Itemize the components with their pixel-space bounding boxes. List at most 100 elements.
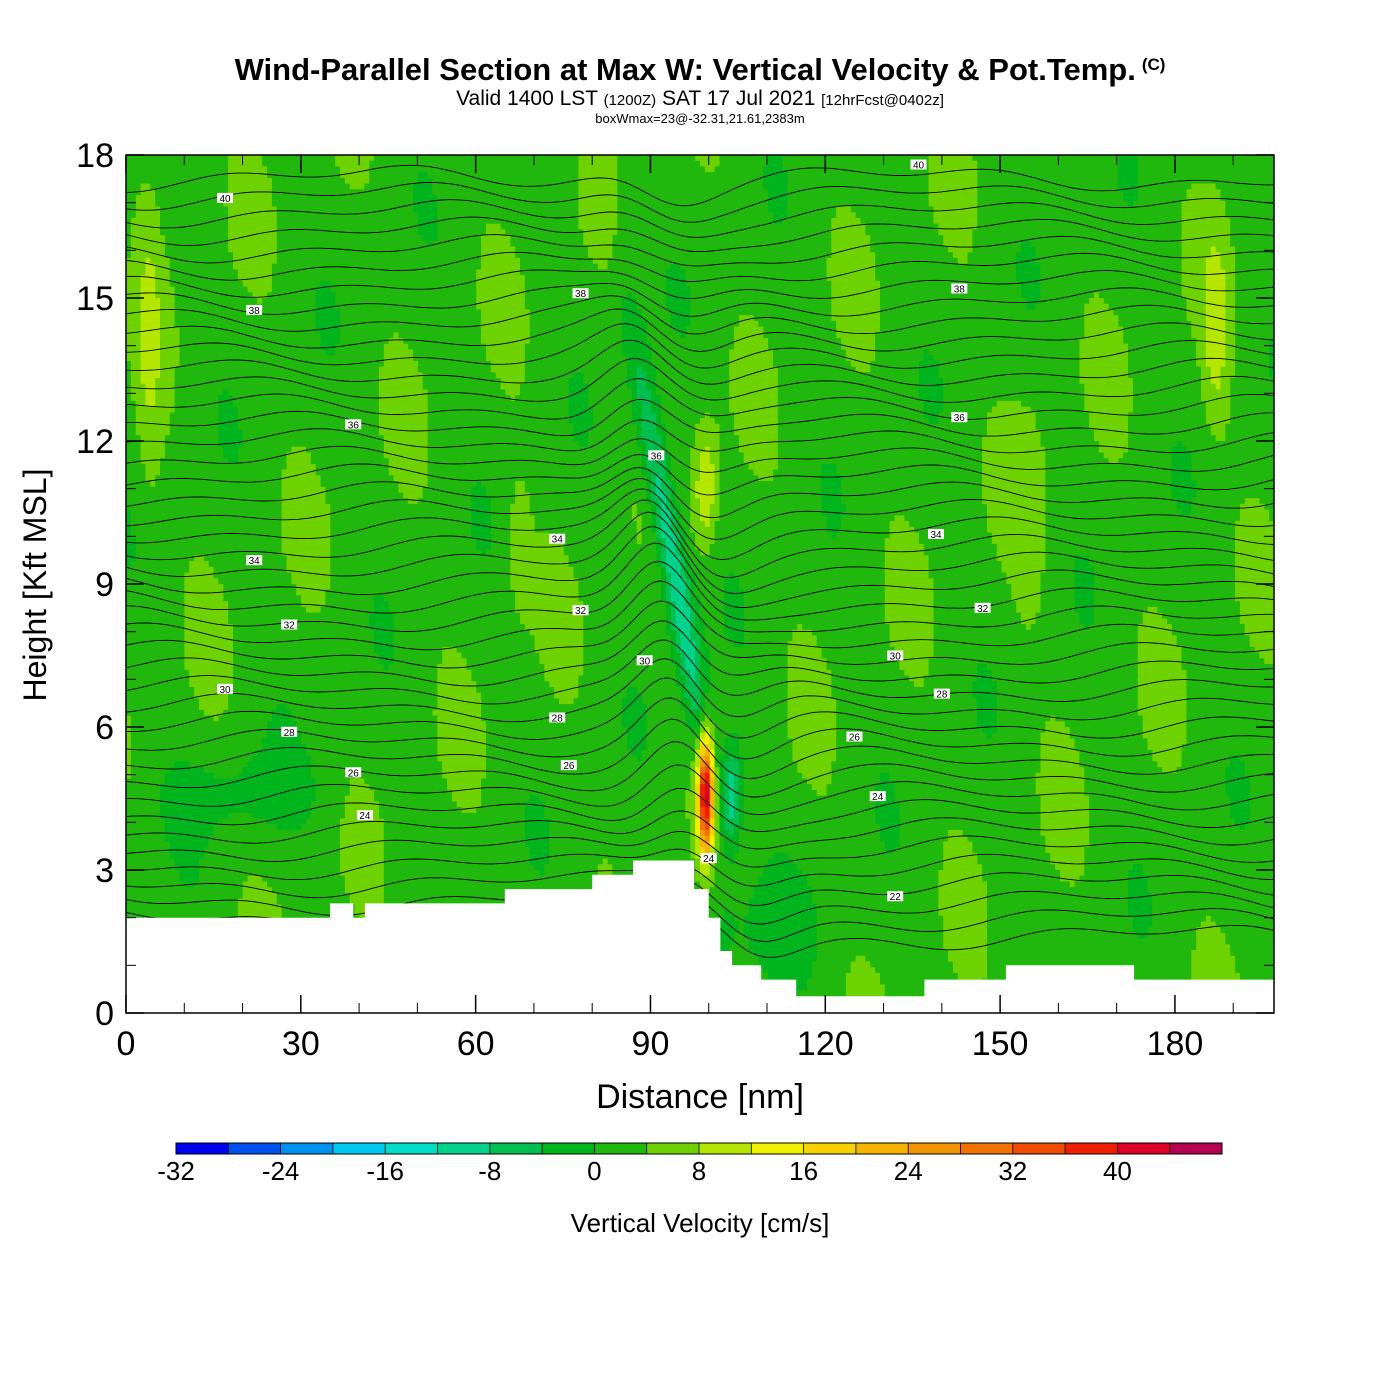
w-cell [164, 412, 171, 419]
w-cell [276, 435, 283, 442]
w-cell [237, 332, 244, 339]
w-cell [198, 446, 205, 454]
w-cell [203, 469, 210, 476]
w-cell [276, 286, 283, 293]
w-cell [198, 841, 205, 848]
w-cell [140, 309, 147, 316]
w-cell [228, 904, 234, 911]
w-cell [257, 686, 263, 694]
w-cell [271, 732, 278, 740]
w-cell [223, 435, 229, 442]
w-cell [194, 669, 200, 677]
w-cell [228, 738, 234, 745]
w-cell [257, 212, 263, 219]
w-cell [174, 818, 181, 825]
w-cell [189, 658, 195, 665]
w-cell [126, 904, 132, 911]
w-cell [237, 858, 244, 865]
w-cell [262, 412, 268, 419]
w-cell [189, 709, 195, 717]
w-cell [126, 870, 132, 877]
w-cell [267, 892, 273, 900]
w-cell [130, 875, 137, 883]
w-cell [208, 463, 215, 471]
w-cell [218, 275, 224, 282]
w-cell [223, 692, 229, 699]
w-cell [271, 652, 278, 659]
w-cell [184, 824, 190, 831]
w-cell [242, 343, 249, 351]
w-cell [140, 612, 147, 619]
w-cell [174, 160, 181, 168]
w-cell [208, 509, 215, 516]
w-cell [194, 435, 200, 442]
w-cell [160, 389, 166, 396]
w-cell [267, 875, 273, 883]
w-cell [145, 818, 151, 825]
w-cell [184, 406, 190, 413]
w-cell [276, 155, 283, 162]
w-cell [237, 767, 244, 774]
w-cell [218, 481, 224, 488]
w-cell [237, 195, 244, 202]
w-cell [145, 412, 151, 419]
w-cell [184, 155, 190, 162]
w-cell [140, 326, 147, 333]
w-cell [208, 452, 215, 459]
w-cell [169, 584, 176, 591]
w-cell [184, 543, 190, 551]
w-cell [213, 315, 220, 322]
w-cell [174, 372, 181, 379]
w-cell [257, 732, 263, 740]
w-cell [237, 366, 244, 373]
w-cell [169, 589, 176, 597]
w-cell [218, 326, 224, 333]
w-cell [281, 578, 288, 585]
w-cell [223, 155, 229, 162]
w-cell [135, 692, 142, 699]
w-cell [169, 212, 176, 219]
w-cell [281, 275, 288, 282]
w-cell [276, 160, 283, 168]
w-cell [247, 240, 254, 248]
w-cell [228, 732, 234, 740]
w-cell [257, 503, 263, 511]
w-cell [213, 561, 220, 568]
w-cell [228, 395, 234, 402]
w-cell [184, 372, 190, 379]
w-cell [179, 652, 185, 659]
w-cell [184, 538, 190, 545]
w-cell [223, 275, 229, 282]
w-cell [281, 229, 288, 236]
w-cell [257, 744, 263, 751]
w-cell [155, 481, 161, 488]
w-cell [203, 635, 210, 642]
w-cell [164, 646, 171, 654]
w-cell [228, 503, 234, 511]
w-cell [281, 664, 288, 671]
w-cell [233, 338, 239, 345]
w-cell [252, 812, 258, 820]
w-cell [267, 498, 273, 505]
w-cell [135, 767, 142, 774]
w-cell [223, 618, 229, 625]
w-cell [174, 801, 181, 808]
w-cell [233, 320, 239, 328]
w-cell [228, 298, 234, 305]
w-cell [242, 498, 249, 505]
w-cell [155, 343, 161, 351]
w-cell [189, 292, 195, 299]
w-cell [271, 755, 278, 762]
w-cell [126, 303, 132, 311]
w-cell [233, 767, 239, 774]
w-cell [247, 503, 254, 511]
w-cell [252, 749, 258, 757]
w-cell [237, 875, 244, 883]
w-cell [233, 372, 239, 379]
w-cell [169, 681, 176, 688]
w-cell [208, 280, 215, 288]
w-cell [174, 772, 181, 780]
w-cell [174, 664, 181, 671]
w-cell [189, 383, 195, 391]
w-cell [271, 624, 278, 631]
